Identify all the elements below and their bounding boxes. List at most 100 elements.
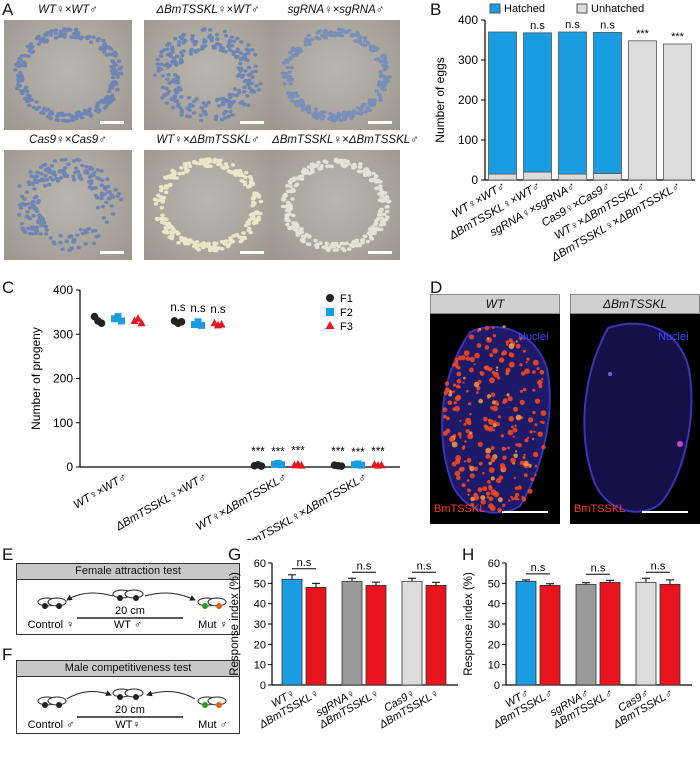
- bar: [281, 578, 303, 686]
- panel-label-f: F: [2, 645, 13, 664]
- female-distance-label: 20 cm: [115, 605, 145, 617]
- photo-caption: ΔBmTSSKL♀×WT♂: [156, 4, 260, 16]
- moth-wt-icon: [112, 589, 144, 601]
- panel-label-h: H: [462, 545, 475, 564]
- panel-d-immunostaining: WT ΔBmTSSKL Nuclei BmTSSKL Nuclei BmTSSK…: [430, 294, 700, 524]
- scale-bar: [100, 121, 124, 124]
- point-f1: [337, 462, 346, 470]
- bar: [539, 584, 561, 686]
- female-left-label: Control ♀: [28, 619, 75, 631]
- bar: [341, 580, 363, 686]
- y-tick-label: 200: [458, 93, 478, 107]
- wt-testis-image: Nuclei BmTSSKL: [430, 314, 560, 524]
- bar: [305, 587, 327, 686]
- point-f1: [97, 319, 106, 327]
- point-f3: [134, 314, 142, 322]
- female-attraction-diagram: 20 cm Control ♀ WT ♂ Mut ♀: [28, 589, 228, 631]
- bar-unhatched: [663, 43, 692, 181]
- y-tick-label: 30: [488, 619, 500, 631]
- female-center-label: WT ♂: [114, 619, 142, 631]
- bar: [365, 584, 387, 686]
- y-tick-label: 100: [53, 416, 73, 430]
- bar: [659, 583, 681, 686]
- male-left-label: Control ♂: [28, 719, 75, 731]
- egg-photo: [144, 20, 272, 130]
- y-axis-label: Response index (%): [229, 572, 241, 676]
- y-tick-label: 300: [458, 53, 478, 67]
- panel-label-e: E: [2, 545, 14, 564]
- y-tick-label: 20: [254, 639, 266, 651]
- y-tick-label: 200: [53, 372, 73, 386]
- bar: [599, 581, 621, 686]
- moth-mut-icon: [197, 597, 227, 609]
- legend-label: F2: [340, 307, 353, 319]
- nuclei-label-wt: Nuclei: [518, 331, 549, 343]
- significance-label: ***: [291, 445, 305, 457]
- photo-caption: Cas9♀×Cas9♂: [29, 134, 107, 146]
- egg-photo: [4, 150, 132, 260]
- x-tick-label: WT♀×WT♂: [72, 471, 130, 511]
- legend-label-hatched: Hatched: [504, 3, 545, 15]
- scale-bar: [100, 251, 124, 254]
- bar-unhatched: [488, 173, 517, 181]
- bar: [401, 580, 423, 686]
- photo-caption: WT♀×WT♂: [38, 4, 98, 16]
- significance-label: n.s: [531, 562, 546, 574]
- x-tick-label: ΔBmTSSKL♀×ΔBmTSSKL♂: [236, 471, 370, 540]
- point-f3: [217, 320, 226, 328]
- moth-mut-icon: [197, 696, 227, 708]
- point-f2: [114, 313, 122, 321]
- marker-label-mut: BmTSSKL: [574, 503, 625, 515]
- photo-caption: WT♀×ΔBmTSSKL♂: [156, 134, 260, 146]
- legend-swatch-hatched: [489, 3, 501, 14]
- bar: [515, 580, 537, 686]
- significance-label: ***: [351, 447, 365, 459]
- y-axis-label: Response index (%): [463, 572, 475, 676]
- point-f1: [257, 462, 266, 470]
- bar-hatched: [488, 31, 517, 175]
- egg-photo: [272, 150, 400, 260]
- y-tick-label: 100: [458, 133, 478, 147]
- male-distance-label: 20 cm: [115, 704, 145, 716]
- scale-bar: [240, 251, 264, 254]
- y-tick-label: 20: [488, 639, 500, 651]
- panel-f-male-competitiveness: Male competitiveness test 20 cm Control …: [16, 660, 240, 734]
- male-competitiveness-diagram: 20 cm Control ♂ WT♀ Mut ♂: [28, 688, 228, 731]
- photo-caption: sgRNA♀×sgRNA♂: [287, 4, 385, 16]
- y-axis-label: Number of eggs: [433, 57, 447, 142]
- y-tick-label: 60: [488, 558, 500, 570]
- wt-header: WT: [430, 294, 560, 314]
- bar-hatched: [558, 31, 587, 175]
- moth-control-icon: [37, 696, 67, 708]
- scale-bar: [368, 121, 392, 124]
- point-f2: [198, 321, 205, 329]
- scale-bar: [368, 251, 392, 254]
- significance-label: n.s: [170, 302, 186, 314]
- legend-swatch-unhatched: [576, 3, 588, 14]
- significance-label: n.s: [190, 303, 206, 315]
- significance-label: n.s: [417, 560, 432, 572]
- panel-e-female-attraction: Female attraction test 20 cm Control ♀ W…: [16, 563, 240, 635]
- point-f3: [137, 318, 146, 327]
- y-tick-label: 0: [471, 173, 478, 187]
- bar-unhatched: [558, 173, 587, 181]
- panel-label-a: A: [2, 0, 14, 19]
- y-tick-label: 40: [488, 599, 500, 611]
- significance-label: ***: [271, 446, 285, 458]
- legend-marker-f1: [326, 294, 334, 302]
- marker-label-wt: BmTSSKL: [434, 503, 485, 515]
- point-f2: [118, 317, 125, 325]
- legend-marker-f2: [326, 308, 334, 316]
- mutant-header: ΔBmTSSKL: [570, 294, 700, 314]
- y-tick-label: 30: [254, 619, 266, 631]
- y-tick-label: 10: [254, 660, 266, 672]
- bar-unhatched: [628, 40, 657, 181]
- y-tick-label: 50: [488, 578, 500, 590]
- y-tick-label: 400: [53, 283, 73, 297]
- point-f2: [194, 318, 202, 326]
- bar-unhatched: [523, 171, 552, 181]
- point-f2: [278, 461, 285, 469]
- significance-label: n.s: [297, 557, 312, 569]
